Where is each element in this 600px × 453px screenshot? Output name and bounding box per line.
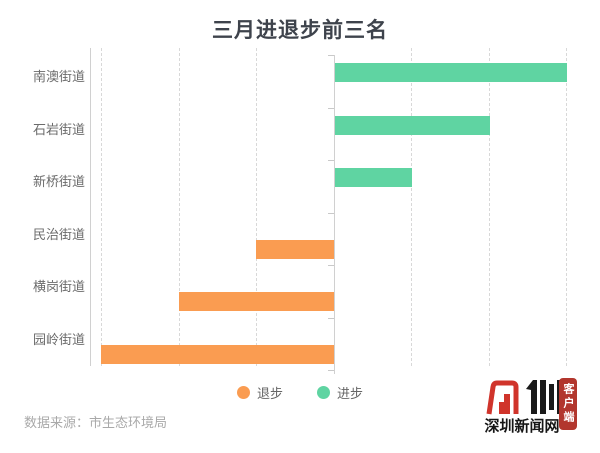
grid-line — [178, 48, 180, 366]
category-label: 石岩街道 — [32, 121, 85, 137]
category-label: 南澳街道 — [32, 69, 85, 84]
bar-退步[interactable] — [101, 344, 334, 364]
brand-name: 深圳新闻网 — [484, 418, 560, 435]
chart-title: 三月进退步前三名 — [212, 19, 388, 42]
progress-dot-icon — [317, 386, 330, 399]
bar-退步[interactable] — [178, 292, 334, 311]
axis-tick — [327, 370, 334, 371]
category-axis-line — [90, 48, 91, 366]
category-label: 民治街道 — [32, 226, 85, 242]
category-label: 横岗街道 — [32, 279, 85, 294]
regress-dot-icon — [236, 386, 250, 399]
bar-进步[interactable] — [334, 63, 567, 82]
legend-label-regress: 退步 — [256, 386, 283, 401]
legend-item-progress[interactable]: 进步 — [317, 383, 363, 402]
bar-进步[interactable] — [334, 115, 490, 135]
grid-line — [256, 48, 257, 366]
category-label: 园岭街道 — [32, 331, 85, 347]
source-note: 数据来源：市生态环境局 — [24, 415, 168, 430]
grid-line — [411, 48, 412, 366]
axis-tick — [327, 107, 334, 109]
grid-line — [566, 48, 567, 366]
client-badge: 客户端 — [559, 378, 577, 430]
logo-zhen-icon — [526, 380, 563, 414]
zero-axis-line — [333, 55, 335, 374]
logo-mark-icon — [486, 380, 519, 415]
client-badge-label: 客户端 — [562, 383, 574, 425]
legend-label-progress: 进步 — [337, 386, 364, 401]
grid-line — [488, 48, 490, 366]
grid-line — [101, 48, 102, 366]
bar-退步[interactable] — [256, 239, 334, 259]
axis-tick — [327, 265, 334, 266]
axis-tick — [327, 212, 334, 214]
shenzhen-news-logo[interactable]: 深圳新闻网 客户端 — [483, 376, 593, 440]
legend-item-regress[interactable]: 退步 — [236, 383, 283, 402]
axis-tick — [327, 160, 334, 161]
axis-tick — [327, 55, 334, 56]
legend: 退步 进步 — [0, 383, 600, 402]
bar-进步[interactable] — [334, 168, 412, 187]
category-label: 新桥街道 — [32, 174, 85, 189]
axis-tick — [327, 317, 334, 319]
